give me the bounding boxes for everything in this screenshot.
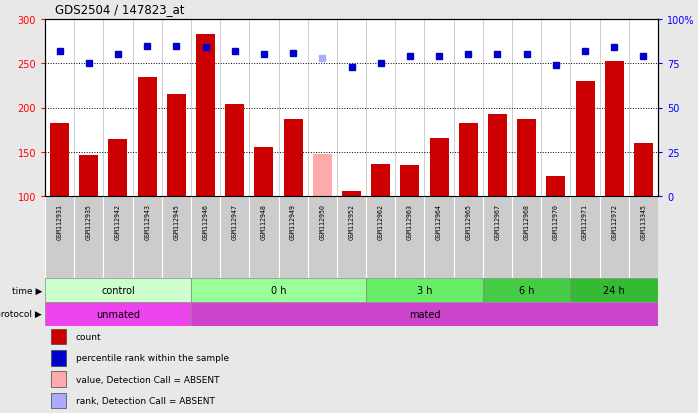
Bar: [50, 124, 69, 197]
Text: time ▶: time ▶: [12, 286, 42, 295]
Bar: [80, 156, 98, 197]
Bar: [45, 197, 74, 278]
Text: GSM112968: GSM112968: [524, 203, 530, 239]
Bar: [366, 279, 483, 302]
Bar: [483, 279, 570, 302]
Text: GSM112942: GSM112942: [115, 203, 121, 239]
Bar: [483, 197, 512, 278]
Bar: [547, 176, 565, 197]
Bar: [191, 279, 366, 302]
Bar: [279, 197, 308, 278]
Text: percentile rank within the sample: percentile rank within the sample: [75, 354, 229, 363]
Bar: [51, 393, 66, 408]
Bar: [634, 144, 653, 197]
Bar: [196, 35, 215, 197]
Bar: [138, 77, 156, 197]
Text: protocol ▶: protocol ▶: [0, 310, 42, 319]
Bar: [162, 197, 191, 278]
Bar: [133, 197, 162, 278]
Text: GSM112948: GSM112948: [261, 203, 267, 239]
Text: count: count: [75, 332, 101, 341]
Bar: [108, 140, 128, 197]
Bar: [74, 197, 103, 278]
Bar: [517, 120, 536, 197]
Text: GSM112963: GSM112963: [407, 203, 413, 239]
Bar: [225, 105, 244, 197]
Text: GSM112945: GSM112945: [173, 203, 179, 239]
Text: value, Detection Call = ABSENT: value, Detection Call = ABSENT: [75, 375, 219, 384]
Bar: [488, 114, 507, 197]
Bar: [424, 197, 454, 278]
Text: GSM113345: GSM113345: [640, 203, 646, 239]
Text: GSM112952: GSM112952: [348, 203, 355, 239]
Bar: [454, 197, 483, 278]
Text: GSM112946: GSM112946: [202, 203, 209, 239]
Bar: [337, 197, 366, 278]
Text: GSM112970: GSM112970: [553, 203, 559, 239]
Bar: [51, 350, 66, 366]
Bar: [512, 197, 541, 278]
Bar: [45, 303, 191, 326]
Bar: [401, 166, 419, 197]
Bar: [459, 124, 477, 197]
Bar: [570, 197, 600, 278]
Bar: [541, 197, 570, 278]
Text: GSM112949: GSM112949: [290, 203, 296, 239]
Text: GSM112972: GSM112972: [611, 203, 617, 239]
Text: GSM112967: GSM112967: [494, 203, 500, 239]
Bar: [600, 197, 629, 278]
Bar: [342, 191, 361, 197]
Bar: [570, 279, 658, 302]
Bar: [366, 197, 395, 278]
Bar: [371, 165, 390, 197]
Bar: [51, 372, 66, 387]
Text: GSM112965: GSM112965: [466, 203, 471, 239]
Bar: [191, 197, 220, 278]
Bar: [308, 197, 337, 278]
Text: GSM112931: GSM112931: [57, 203, 63, 239]
Bar: [255, 148, 274, 197]
Text: GSM112943: GSM112943: [144, 203, 150, 239]
Text: mated: mated: [409, 309, 440, 319]
Bar: [167, 95, 186, 197]
Text: GSM112950: GSM112950: [319, 203, 325, 239]
Text: GSM112964: GSM112964: [436, 203, 442, 239]
Text: GDS2504 / 147823_at: GDS2504 / 147823_at: [55, 3, 184, 16]
Bar: [629, 197, 658, 278]
Bar: [429, 139, 449, 197]
Bar: [604, 62, 624, 197]
Text: control: control: [101, 285, 135, 295]
Text: GSM112971: GSM112971: [582, 203, 588, 239]
Text: unmated: unmated: [96, 309, 140, 319]
Text: 6 h: 6 h: [519, 285, 535, 295]
Bar: [576, 82, 595, 197]
Text: GSM112935: GSM112935: [86, 203, 91, 239]
Bar: [313, 154, 332, 197]
Bar: [283, 120, 303, 197]
Bar: [191, 303, 658, 326]
Bar: [249, 197, 279, 278]
Text: 24 h: 24 h: [603, 285, 625, 295]
Text: GSM112947: GSM112947: [232, 203, 238, 239]
Text: 3 h: 3 h: [417, 285, 432, 295]
Text: GSM112962: GSM112962: [378, 203, 384, 239]
Bar: [45, 279, 191, 302]
Text: rank, Detection Call = ABSENT: rank, Detection Call = ABSENT: [75, 396, 214, 405]
Text: 0 h: 0 h: [271, 285, 286, 295]
Bar: [51, 329, 66, 344]
Bar: [103, 197, 133, 278]
Bar: [395, 197, 424, 278]
Bar: [220, 197, 249, 278]
